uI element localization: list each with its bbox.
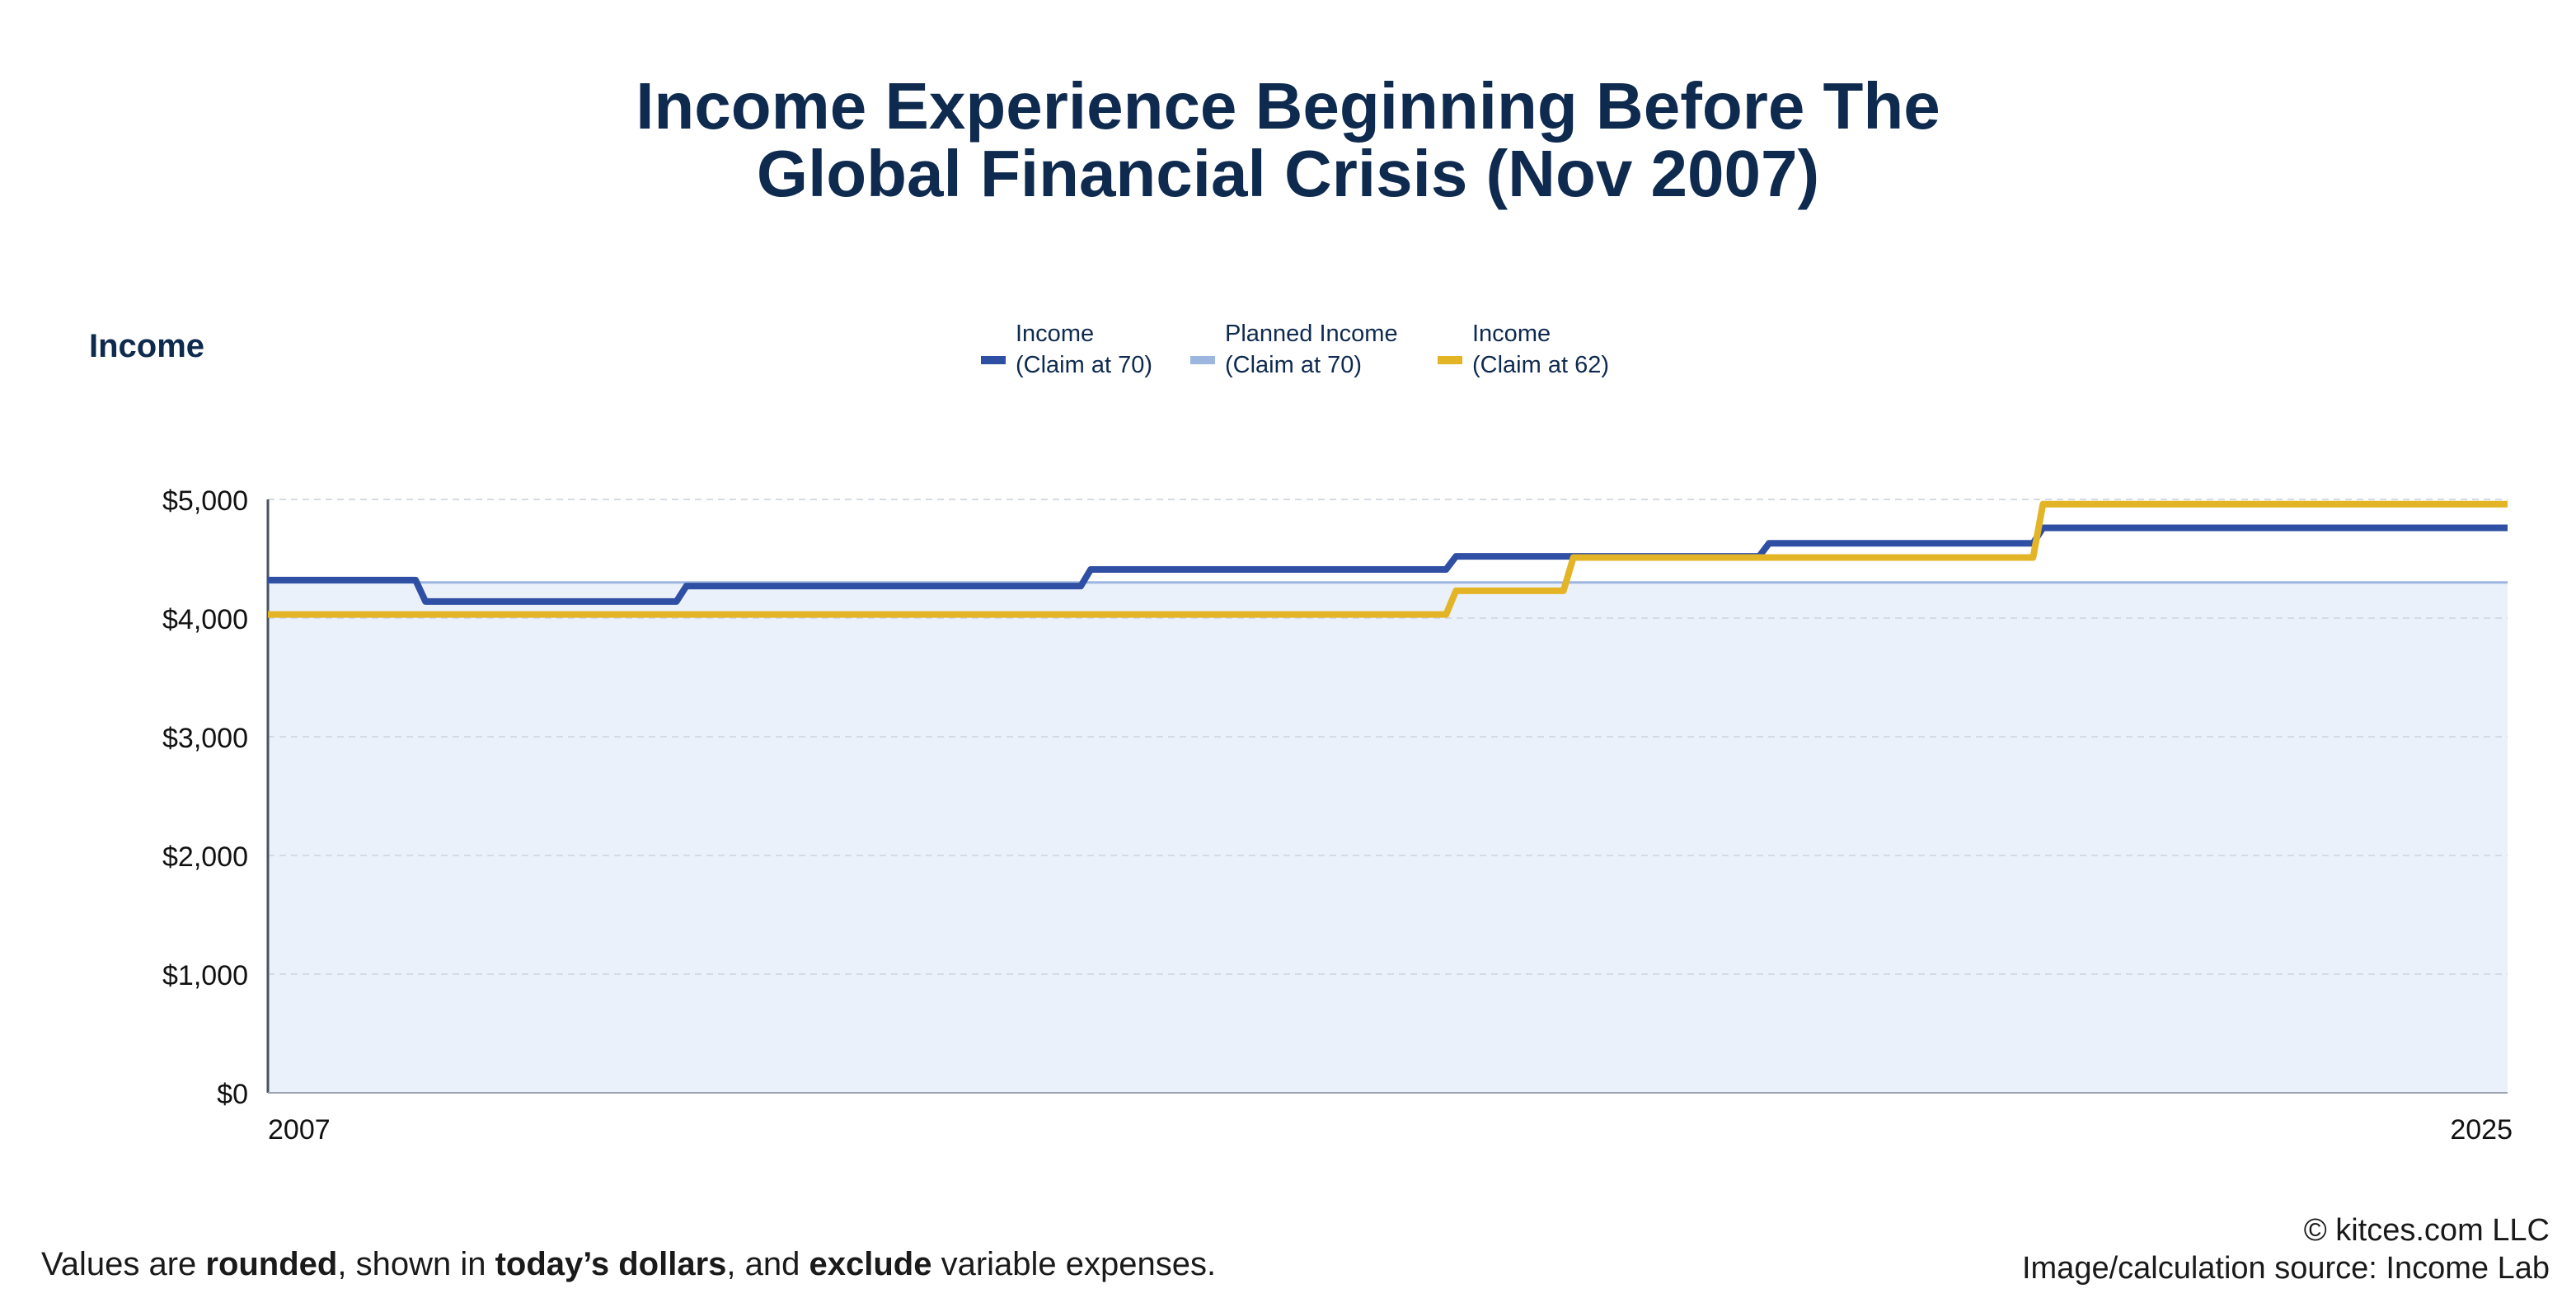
- legend-swatch-planned-income-claim-70: [1190, 356, 1215, 364]
- footer-note-emphasis: rounded: [205, 1246, 338, 1282]
- legend-label-line2: (Claim at 70): [1016, 352, 1152, 378]
- footer-note-part: variable expenses.: [931, 1246, 1217, 1282]
- legend-item-planned-income-claim-70[interactable]: Planned Income (Claim at 70): [1190, 318, 1398, 381]
- source-text: Image/calculation source: Income Lab: [2021, 1251, 2550, 1286]
- footer-note-part: , and: [726, 1246, 809, 1282]
- y-tick-label: $5,000: [162, 485, 248, 517]
- income-claim-62-line: [268, 500, 2508, 618]
- y-tick-label: $3,000: [162, 723, 248, 754]
- legend-label-line1: Income: [1472, 321, 1551, 347]
- footer-note-emphasis: exclude: [809, 1246, 932, 1282]
- planned-income-area: [268, 582, 2508, 1093]
- footer-credits: © kitces.com LLC Image/calculation sourc…: [2022, 1211, 2550, 1287]
- chart-title-line-1: Income Experience Beginning Before The: [636, 69, 1940, 143]
- legend-swatch-income-claim-62: [1438, 356, 1462, 364]
- footer-note: Values are rounded, shown in today’s dol…: [41, 1246, 1216, 1283]
- x-tick-label: 2007: [268, 1114, 331, 1146]
- footer-note-part: , shown in: [337, 1246, 495, 1282]
- y-tick-label: $0: [217, 1079, 248, 1110]
- y-tick-label: $1,000: [162, 960, 248, 991]
- legend-item-income-claim-62[interactable]: Income (Claim at 62): [1438, 318, 1609, 381]
- footer-note-emphasis: today’s dollars: [495, 1246, 727, 1282]
- chart-title-line-2: Global Financial Crisis (Nov 2007): [756, 137, 1820, 210]
- legend-label-line1: Planned Income: [1225, 321, 1398, 347]
- chart-title: Income Experience Beginning Before The G…: [0, 73, 2576, 208]
- legend-item-income-claim-70[interactable]: Income (Claim at 70): [981, 318, 1152, 381]
- y-tick-label: $2,000: [162, 841, 248, 873]
- footer-note-part: Values are: [41, 1246, 206, 1282]
- copyright-text: © kitces.com LLC: [2303, 1213, 2550, 1248]
- income-claim-70-line: [268, 524, 2508, 605]
- y-axis-title: Income: [89, 328, 205, 364]
- legend-label-line1: Income: [1016, 321, 1095, 347]
- y-tick-label: $4,000: [162, 604, 248, 635]
- x-tick-label: 2025: [2450, 1114, 2513, 1146]
- legend-label-line2: (Claim at 62): [1472, 352, 1609, 378]
- legend-swatch-income-claim-70: [981, 356, 1006, 364]
- legend-label-line2: (Claim at 70): [1225, 352, 1362, 378]
